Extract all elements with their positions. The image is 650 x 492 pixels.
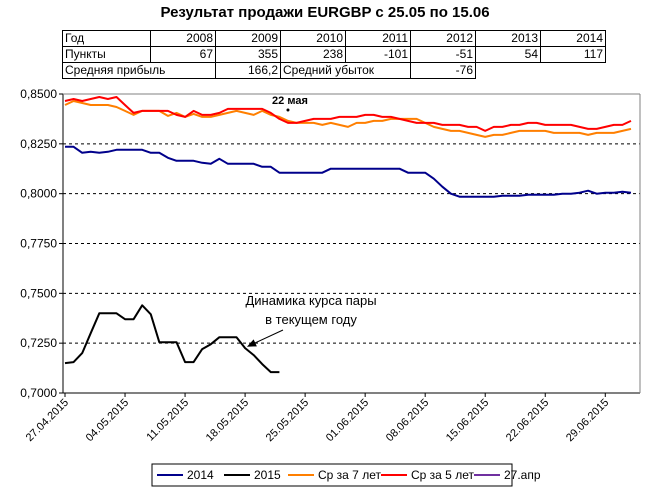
peak-date-label: 22 мая bbox=[272, 95, 308, 107]
y-tick-label: 0,7750 bbox=[20, 237, 57, 251]
series-line-Ср-за-5-лет bbox=[64, 96, 632, 132]
legend-label: Ср за 7 лет bbox=[318, 468, 381, 482]
x-tick-label: 15.06.2015 bbox=[444, 397, 491, 444]
peak-marker bbox=[286, 108, 290, 112]
x-tick-label: 29.06.2015 bbox=[564, 397, 611, 444]
note-line-1: Динамика курса пары bbox=[245, 293, 376, 308]
points-header-cell: Пункты bbox=[62, 46, 151, 63]
avg-profit-label: Средняя прибыль bbox=[62, 62, 216, 79]
legend-label: 2015 bbox=[254, 468, 281, 482]
stats-table: Год 2008 2009 2010 2011 2012 2013 2014 П… bbox=[62, 30, 606, 79]
y-tick-label: 0,8250 bbox=[20, 137, 57, 151]
y-tick-label: 0,8500 bbox=[20, 87, 57, 101]
axes: 0,8500 0,8250 0,8000 0,7750 0,7500 0,7250 0,70… bbox=[20, 87, 641, 444]
x-tick-label: 22.06.2015 bbox=[504, 397, 551, 444]
legend-label: 2014 bbox=[187, 468, 214, 482]
legend-box bbox=[151, 463, 513, 487]
note-arrow bbox=[246, 329, 284, 347]
y-tick-label: 0,7000 bbox=[20, 386, 57, 400]
y-tick-label: 0,7250 bbox=[20, 336, 57, 350]
points-cell: 54 bbox=[475, 46, 541, 63]
series-line-Ср-за-7-лет bbox=[64, 100, 632, 138]
legend: 2014 2015 Ср за 7 лет Ср за 5 лет 27.апр bbox=[151, 463, 541, 487]
year-cell: 2008 bbox=[150, 30, 216, 47]
series-lines bbox=[64, 96, 632, 374]
table-row-years: Год 2008 2009 2010 2011 2012 2013 2014 bbox=[62, 30, 606, 47]
x-tick-label: 11.05.2015 bbox=[144, 397, 191, 444]
x-tick-label: 18.05.2015 bbox=[204, 397, 251, 444]
series-line-2014 bbox=[65, 145, 632, 198]
points-cell: 117 bbox=[540, 46, 606, 63]
x-tick-label: 04.05.2015 bbox=[84, 397, 131, 444]
annotations: 22 мая Динамика курса пары в текущем год… bbox=[245, 95, 377, 347]
note-line-2: в текущем году bbox=[265, 312, 357, 327]
y-tick-label: 0,7500 bbox=[20, 286, 57, 300]
x-tick-label: 01.06.2015 bbox=[324, 397, 371, 444]
legend-label: 27.апр bbox=[504, 468, 541, 482]
x-tick-label: 25.05.2015 bbox=[264, 397, 311, 444]
x-tick-label: 08.06.2015 bbox=[384, 397, 431, 444]
table-row-points: Пункты 67 355 238 -101 -51 54 117 bbox=[62, 46, 606, 63]
avg-loss-label: Средний убыток bbox=[280, 62, 411, 79]
year-cell: 2014 bbox=[540, 30, 606, 47]
series-line-2015 bbox=[64, 304, 280, 374]
y-tick-label: 0,8000 bbox=[20, 187, 57, 201]
avg-loss-value: -76 bbox=[410, 62, 476, 79]
year-cell: 2012 bbox=[410, 30, 476, 47]
x-tick-label: 27.04.2015 bbox=[24, 397, 71, 444]
avg-profit-value: 166,2 bbox=[215, 62, 281, 79]
chart-title: Результат продажи EURGBP с 25.05 по 15.0… bbox=[160, 4, 490, 21]
table-row-averages: Средняя прибыль 166,2 Средний убыток -76 bbox=[62, 62, 606, 79]
legend-label: Ср за 5 лет bbox=[411, 468, 474, 482]
